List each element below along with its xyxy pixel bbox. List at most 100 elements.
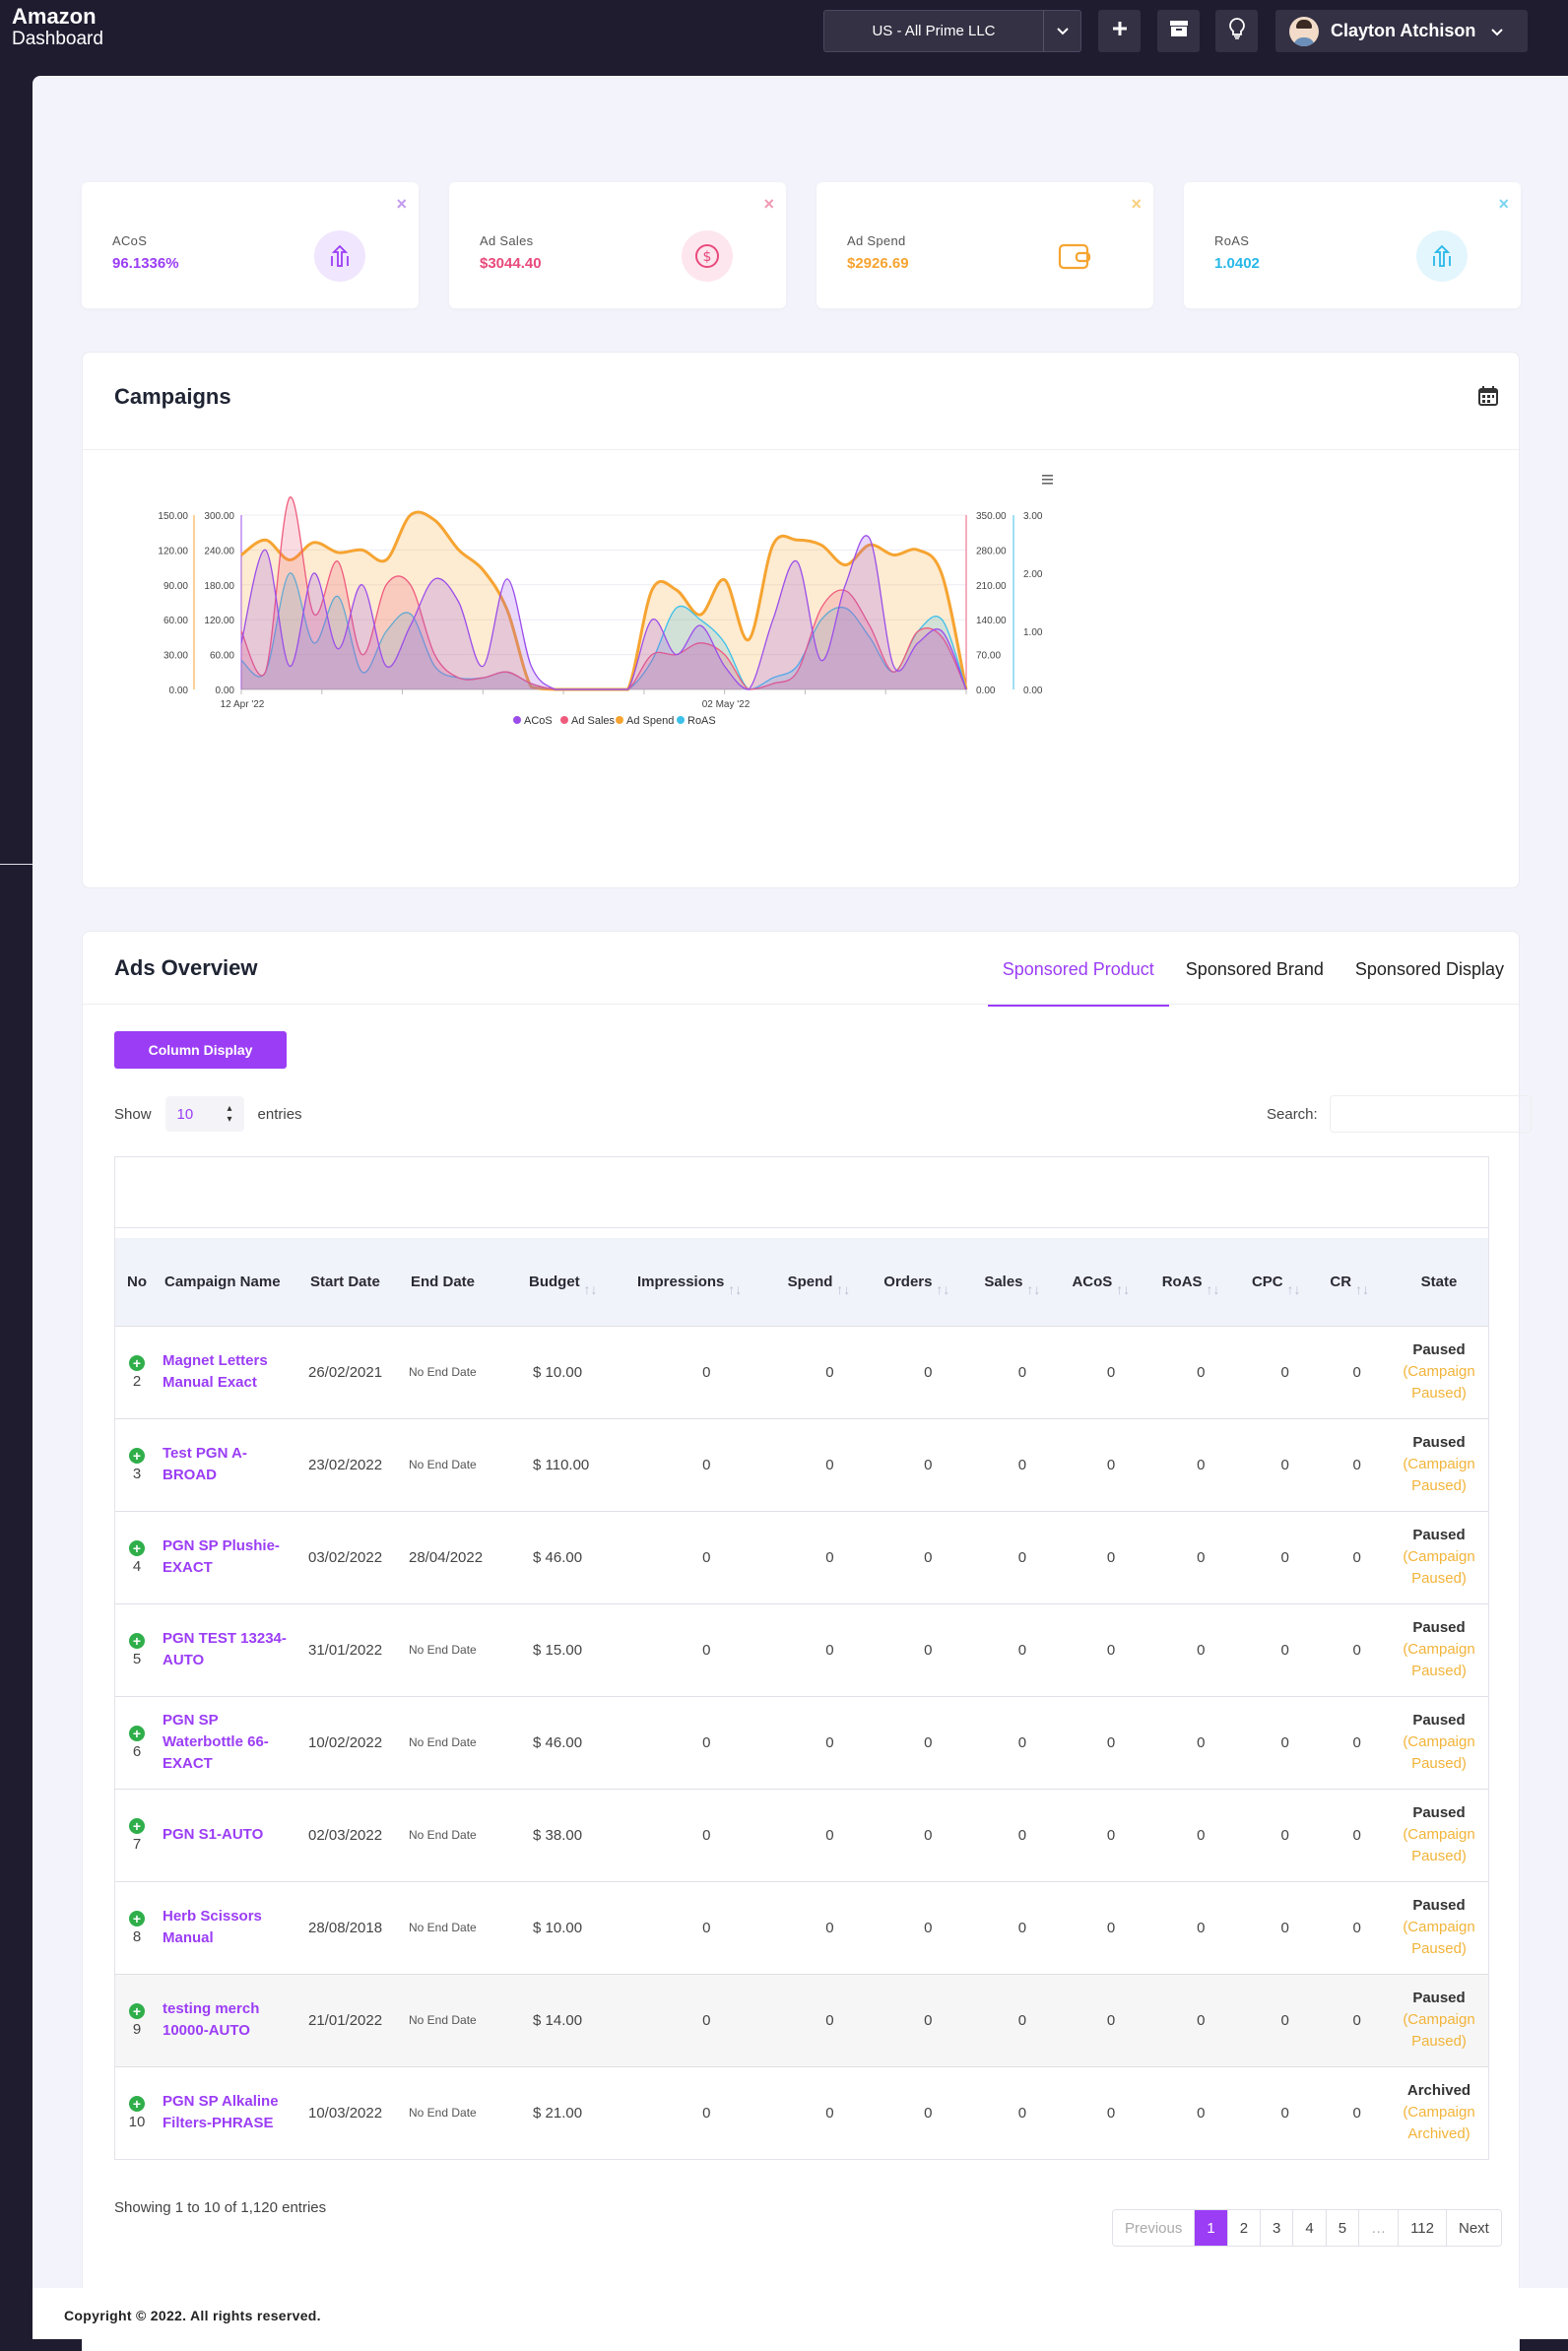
ideas-button[interactable] (1215, 10, 1258, 52)
metric-imp: 0 (702, 1548, 711, 1566)
campaign-name-link[interactable]: testing merch 10000-AUTO (163, 2000, 260, 2039)
pagination-page[interactable]: … (1359, 2210, 1400, 2246)
column-header[interactable]: CR ↑↓ (1324, 1228, 1390, 1326)
kpi-label: RoAS (1214, 233, 1250, 248)
column-header[interactable]: End Date (405, 1228, 523, 1326)
tab-sponsored-brand[interactable]: Sponsored Brand (1185, 959, 1324, 979)
column-display-button[interactable]: Column Display (114, 1031, 287, 1069)
divider (0, 864, 33, 865)
column-header[interactable]: CPC ↑↓ (1245, 1228, 1325, 1326)
metric-sales: 0 (1017, 1456, 1027, 1473)
metric-spend: 0 (825, 1548, 834, 1566)
tab-sponsored-product[interactable]: Sponsored Product (987, 955, 1169, 1007)
metric-imp: 0 (702, 1826, 711, 1844)
campaign-name-link[interactable]: PGN TEST 13234-AUTO (163, 1630, 287, 1668)
expand-icon[interactable]: + (129, 1910, 145, 1927)
add-button[interactable] (1098, 10, 1141, 52)
column-header[interactable]: Impressions ↑↓ (631, 1228, 782, 1326)
campaign-name-link[interactable]: Magnet Letters Manual Exact (163, 1352, 268, 1391)
brand-logo[interactable]: Amazon Dashboard (12, 4, 103, 49)
sort-icon[interactable]: ↑↓ (1022, 1280, 1041, 1297)
metric-roas: 0 (1197, 1826, 1206, 1844)
pagination-previous[interactable]: Previous (1113, 2210, 1196, 2246)
expand-icon[interactable]: + (129, 1817, 145, 1834)
column-header[interactable]: RoAS ↑↓ (1155, 1228, 1246, 1326)
sort-icon[interactable]: ↑↓ (1202, 1280, 1220, 1297)
archive-button[interactable] (1157, 10, 1200, 52)
search: Search: (1267, 1095, 1532, 1133)
column-header[interactable]: Spend ↑↓ (781, 1228, 879, 1326)
column-header[interactable]: Orders ↑↓ (878, 1228, 979, 1326)
metric-imp: 0 (702, 1456, 711, 1473)
sort-icon[interactable]: ↑↓ (724, 1280, 743, 1297)
lightbulb-icon (1228, 18, 1245, 44)
sort-icon[interactable]: ↑↓ (832, 1280, 851, 1297)
metric-cr: 0 (1352, 1548, 1361, 1566)
column-header[interactable]: State (1390, 1228, 1488, 1326)
column-header[interactable]: Sales ↑↓ (978, 1228, 1067, 1326)
pagination-page[interactable]: 3 (1261, 2210, 1294, 2246)
close-icon[interactable]: × (1131, 194, 1142, 214)
pagination-page[interactable]: 4 (1293, 2210, 1327, 2246)
column-header[interactable]: Start Date (304, 1228, 405, 1326)
sort-icon[interactable]: ↑↓ (1112, 1280, 1131, 1297)
expand-icon[interactable]: + (129, 1632, 145, 1649)
expand-icon[interactable]: + (129, 1539, 145, 1556)
sort-icon[interactable]: ↑↓ (579, 1280, 598, 1297)
entries-select[interactable]: 10 ▴ ▾ (164, 1096, 244, 1132)
tab-sponsored-display[interactable]: Sponsored Display (1354, 959, 1504, 979)
sort-icon[interactable]: ↑↓ (1351, 1280, 1369, 1297)
spend-tick-label: 210.00 (976, 581, 1007, 592)
expand-icon[interactable]: + (129, 2002, 145, 2019)
close-icon[interactable]: × (1498, 194, 1509, 214)
brand-title: Amazon (12, 4, 97, 29)
expand-icon[interactable]: + (129, 1447, 145, 1464)
state-detail: (Campaign Paused) (1403, 1456, 1475, 1494)
pagination-page[interactable]: 5 (1326, 2210, 1360, 2246)
pagination-page[interactable]: 1 (1195, 2210, 1228, 2246)
start-date: 03/02/2022 (308, 1548, 383, 1566)
column-header-label: State (1420, 1273, 1458, 1290)
column-header[interactable]: No (115, 1228, 159, 1326)
wallet-icon (1049, 230, 1100, 282)
state-cell: Paused (Campaign Paused) (1390, 1881, 1488, 1974)
kpi-value: $2926.69 (847, 255, 909, 272)
expand-icon[interactable]: + (129, 1725, 145, 1741)
divider (83, 1004, 1519, 1005)
start-date: 28/08/2018 (308, 1919, 383, 1936)
row-number: 2 (132, 1372, 142, 1390)
campaign-name-link[interactable]: Test PGN A-BROAD (163, 1445, 247, 1483)
close-icon[interactable]: × (396, 194, 407, 214)
sort-icon[interactable]: ↑↓ (1282, 1280, 1301, 1297)
close-icon[interactable]: × (763, 194, 774, 214)
budget: $ 46.00 (533, 1733, 583, 1751)
end-date: 28/04/2022 (409, 1548, 484, 1566)
pagination-page[interactable]: 112 (1399, 2210, 1447, 2246)
table-toolbar (115, 1157, 1488, 1228)
pagination-page[interactable]: 2 (1227, 2210, 1262, 2246)
account-selector[interactable]: US - All Prime LLC (823, 10, 1081, 52)
chart-up-icon (314, 230, 365, 282)
campaign-name-link[interactable]: PGN SP Alkaline Filters-PHRASE (163, 2093, 279, 2132)
row-number-cell: +5 (115, 1603, 159, 1696)
campaign-name-link[interactable]: PGN S1-AUTO (163, 1826, 264, 1843)
column-header[interactable]: ACoS ↑↓ (1066, 1228, 1156, 1326)
search-input[interactable] (1329, 1095, 1532, 1133)
expand-icon[interactable]: + (129, 1354, 145, 1371)
metric-roas: 0 (1197, 1456, 1206, 1473)
user-menu[interactable]: Clayton Atchison (1275, 10, 1528, 52)
campaign-name-link[interactable]: PGN SP Plushie-EXACT (163, 1537, 280, 1576)
pagination-next[interactable]: Next (1447, 2210, 1501, 2246)
chevron-down-icon[interactable] (1043, 11, 1080, 51)
sort-icon[interactable]: ↑↓ (932, 1280, 950, 1297)
metric-spend: 0 (825, 1641, 834, 1659)
column-header[interactable]: Budget ↑↓ (523, 1228, 631, 1326)
metric-sales: 0 (1017, 1733, 1027, 1751)
campaign-name-link[interactable]: Herb Scissors Manual (163, 1908, 262, 1946)
column-header[interactable]: Campaign Name (159, 1228, 304, 1326)
show-label: Show (114, 1105, 152, 1123)
acos-tick-label: 150.00 (158, 511, 188, 522)
expand-icon[interactable]: + (129, 2095, 145, 2112)
calendar-icon[interactable] (1477, 385, 1499, 412)
campaign-name-link[interactable]: PGN SP Waterbottle 66-EXACT (163, 1712, 269, 1772)
